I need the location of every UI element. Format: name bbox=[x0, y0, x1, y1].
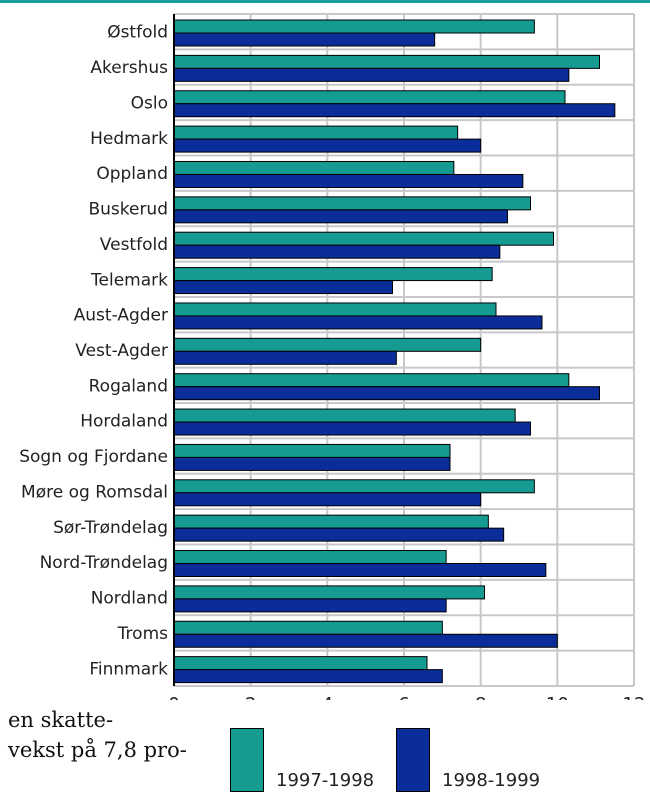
bar-vest-agder-1998-1999 bbox=[173, 350, 397, 365]
bar-nord-trondelag-1998-1999 bbox=[173, 563, 547, 578]
bar-aust-agder-1998-1999 bbox=[173, 315, 543, 330]
bar-sor-trondelag-1998-1999 bbox=[173, 527, 505, 542]
bar-sogn-og-fjordane-1998-1999 bbox=[173, 456, 451, 471]
bar-hordaland-1997-1998 bbox=[173, 408, 516, 423]
bar-troms-1998-1999 bbox=[173, 633, 558, 648]
category-label-nord-trondelag: Nord-Trøndelag bbox=[40, 553, 168, 573]
category-label-aust-agder: Aust-Agder bbox=[74, 306, 168, 326]
x-tick-label-10: 10 bbox=[546, 694, 569, 700]
category-label-troms: Troms bbox=[117, 624, 168, 644]
category-label-ostfold: Østfold bbox=[107, 23, 168, 43]
category-label-finnmark: Finnmark bbox=[89, 659, 168, 679]
bar-troms-1997-1998 bbox=[173, 620, 443, 635]
bar-more-og-romsdal-1997-1998 bbox=[173, 479, 535, 494]
bar-akershus-1998-1999 bbox=[173, 67, 570, 82]
bar-ostfold-1998-1999 bbox=[173, 32, 436, 47]
bar-rogaland-1997-1998 bbox=[173, 373, 570, 388]
category-label-hedmark: Hedmark bbox=[90, 129, 168, 149]
legend-swatch-1997-1998 bbox=[230, 728, 264, 792]
bar-sogn-og-fjordane-1997-1998 bbox=[173, 443, 451, 458]
bar-vest-agder-1997-1998 bbox=[173, 337, 482, 352]
legend-swatch-1998-1999 bbox=[396, 728, 430, 792]
x-tick-label-4: 4 bbox=[322, 694, 333, 700]
bar-telemark-1997-1998 bbox=[173, 267, 493, 282]
bar-sor-trondelag-1997-1998 bbox=[173, 514, 489, 529]
bar-oppland-1998-1999 bbox=[173, 173, 524, 188]
bar-nordland-1998-1999 bbox=[173, 598, 447, 613]
bar-rogaland-1998-1999 bbox=[173, 386, 600, 401]
x-tick-label-0: 0 bbox=[168, 694, 179, 700]
bar-nord-trondelag-1997-1998 bbox=[173, 550, 447, 565]
category-label-buskerud: Buskerud bbox=[88, 200, 168, 220]
bar-buskerud-1997-1998 bbox=[173, 196, 531, 211]
bar-oslo-1997-1998 bbox=[173, 90, 566, 105]
top-rule bbox=[0, 0, 650, 3]
bar-hedmark-1997-1998 bbox=[173, 125, 459, 140]
bar-oppland-1997-1998 bbox=[173, 160, 455, 175]
category-label-nordland: Nordland bbox=[91, 589, 168, 609]
body-text-line-1: en skatte- bbox=[8, 708, 114, 732]
x-tick-label-2: 2 bbox=[245, 694, 256, 700]
bar-vestfold-1997-1998 bbox=[173, 231, 554, 246]
bar-more-og-romsdal-1998-1999 bbox=[173, 492, 482, 507]
x-tick-label-12: 12 bbox=[623, 694, 646, 700]
bar-chart: Østfold Akershus Oslo Hedmark Oppland Buskeru… bbox=[19, 13, 646, 700]
category-label-oslo: Oslo bbox=[131, 93, 168, 113]
category-label-vest-agder: Vest-Agder bbox=[75, 341, 168, 361]
bar-finnmark-1998-1999 bbox=[173, 669, 443, 684]
category-label-rogaland: Rogaland bbox=[89, 376, 168, 396]
bar-hedmark-1998-1999 bbox=[173, 138, 482, 153]
category-label-sor-trondelag: Sør-Trøndelag bbox=[53, 518, 168, 538]
category-label-telemark: Telemark bbox=[90, 270, 168, 290]
x-tick-label-6: 6 bbox=[398, 694, 409, 700]
category-label-vestfold: Vestfold bbox=[100, 235, 168, 255]
body-text-line-2: vekst på 7,8 pro- bbox=[8, 738, 187, 762]
category-label-hordaland: Hordaland bbox=[80, 412, 168, 432]
bar-buskerud-1998-1999 bbox=[173, 209, 508, 224]
bar-finnmark-1997-1998 bbox=[173, 656, 428, 671]
bar-oslo-1998-1999 bbox=[173, 103, 616, 118]
bar-aust-agder-1997-1998 bbox=[173, 302, 497, 317]
category-label-more-og-romsdal: Møre og Romsdal bbox=[21, 482, 168, 502]
legend-label-1998-1999: 1998-1999 bbox=[442, 770, 541, 791]
bar-akershus-1997-1998 bbox=[173, 54, 600, 69]
bar-vestfold-1998-1999 bbox=[173, 244, 501, 259]
bar-ostfold-1997-1998 bbox=[173, 19, 535, 34]
category-label-oppland: Oppland bbox=[96, 164, 168, 184]
category-label-akershus: Akershus bbox=[90, 58, 168, 78]
bar-hordaland-1998-1999 bbox=[173, 421, 531, 436]
bar-telemark-1998-1999 bbox=[173, 280, 393, 295]
bar-nordland-1997-1998 bbox=[173, 585, 485, 600]
category-label-sogn-og-fjordane: Sogn og Fjordane bbox=[19, 447, 168, 467]
x-tick-label-8: 8 bbox=[475, 694, 486, 700]
legend-label-1997-1998: 1997-1998 bbox=[276, 770, 375, 791]
